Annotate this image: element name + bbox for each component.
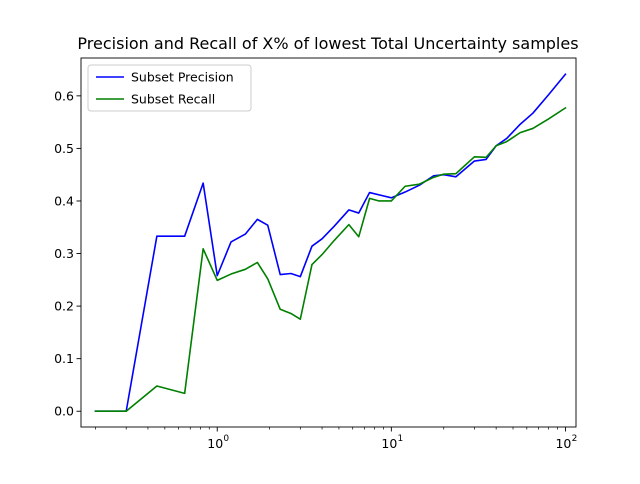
y-tick-label: 0.5 — [54, 141, 74, 156]
x-tick-label: 10 — [555, 436, 571, 451]
y-tick-label: 0.6 — [54, 88, 74, 103]
y-tick-label: 0.2 — [54, 299, 74, 314]
y-tick-label: 0.3 — [54, 246, 74, 261]
x-tick-label-exponent: 2 — [572, 434, 578, 444]
series-line-recall — [94, 106, 567, 413]
legend-label: Subset Precision — [131, 70, 234, 85]
legend-label: Subset Recall — [131, 92, 215, 107]
y-tick-label: 0.1 — [54, 351, 74, 366]
axes-frame — [80, 57, 577, 428]
x-tick-label-exponent: 0 — [223, 434, 229, 444]
x-tick-label: 10 — [381, 436, 397, 451]
y-tick-label: 0.0 — [54, 404, 74, 419]
y-tick-label: 0.4 — [54, 193, 74, 208]
x-tick-label-exponent: 1 — [397, 434, 403, 444]
x-tick-label: 10 — [207, 436, 223, 451]
legend-box — [87, 64, 252, 112]
chart-title: Precision and Recall of X% of lowest Tot… — [77, 34, 578, 53]
